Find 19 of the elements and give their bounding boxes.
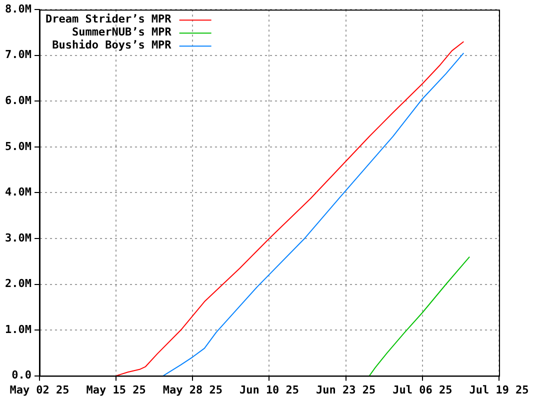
y-tick-label: 4.0M [4, 186, 32, 199]
legend-label: Dream Strider’s MPR [45, 12, 172, 26]
y-tick-label: 0.0 [12, 368, 32, 382]
y-tick-label: 3.0M [4, 231, 32, 244]
y-tick-label: 7.0M [4, 48, 32, 62]
x-tick-label: May 28 25 [162, 383, 222, 396]
x-tick-label: May 15 25 [86, 383, 146, 396]
legend-label: SummerNUB’s MPR [72, 25, 172, 38]
y-tick-label: 5.0M [4, 140, 32, 153]
x-tick-label: Jul 19 25 [469, 383, 529, 396]
x-tick-label: Jun 10 25 [239, 383, 300, 396]
y-tick-label: 1.0M [4, 322, 32, 336]
y-tick-label: 8.0M [4, 2, 32, 16]
x-tick-label: May 02 25 [10, 383, 70, 396]
y-tick-label: 2.0M [4, 277, 32, 290]
legend-label: Bushido Boys’s MPR [52, 38, 172, 52]
x-tick-label: Jun 23 25 [316, 383, 376, 396]
x-tick-label: Jul 06 25 [392, 383, 452, 396]
y-tick-label: 6.0M [4, 94, 32, 108]
